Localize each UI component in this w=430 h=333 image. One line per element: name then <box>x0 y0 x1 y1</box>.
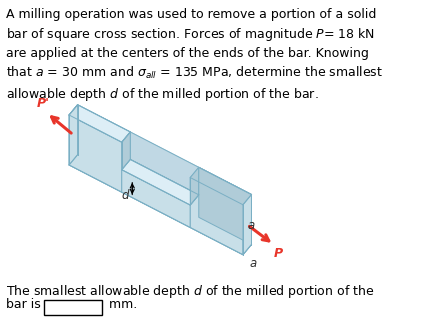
Polygon shape <box>69 115 122 192</box>
Polygon shape <box>69 105 77 165</box>
Polygon shape <box>122 170 190 227</box>
Text: The smallest allowable depth $d$ of the milled portion of the: The smallest allowable depth $d$ of the … <box>6 283 375 300</box>
Polygon shape <box>69 105 130 142</box>
Polygon shape <box>190 177 243 255</box>
Polygon shape <box>122 160 199 205</box>
Polygon shape <box>199 167 252 244</box>
Text: P': P' <box>37 97 50 110</box>
Polygon shape <box>69 105 130 142</box>
Polygon shape <box>190 167 252 205</box>
Bar <box>44 300 102 315</box>
Text: $a$: $a$ <box>249 257 258 270</box>
Polygon shape <box>130 132 199 195</box>
Text: mm.: mm. <box>104 298 137 311</box>
Polygon shape <box>190 167 199 205</box>
Text: $d$: $d$ <box>121 188 130 202</box>
Text: $a$: $a$ <box>246 219 255 232</box>
Polygon shape <box>77 105 252 244</box>
Polygon shape <box>190 167 252 205</box>
Text: A milling operation was used to remove a portion of a solid
bar of square cross : A milling operation was used to remove a… <box>6 8 383 104</box>
Text: bar is: bar is <box>6 298 41 311</box>
Polygon shape <box>243 194 252 255</box>
Text: P: P <box>273 247 283 260</box>
Polygon shape <box>130 160 199 217</box>
Polygon shape <box>69 155 252 255</box>
Polygon shape <box>122 132 130 170</box>
